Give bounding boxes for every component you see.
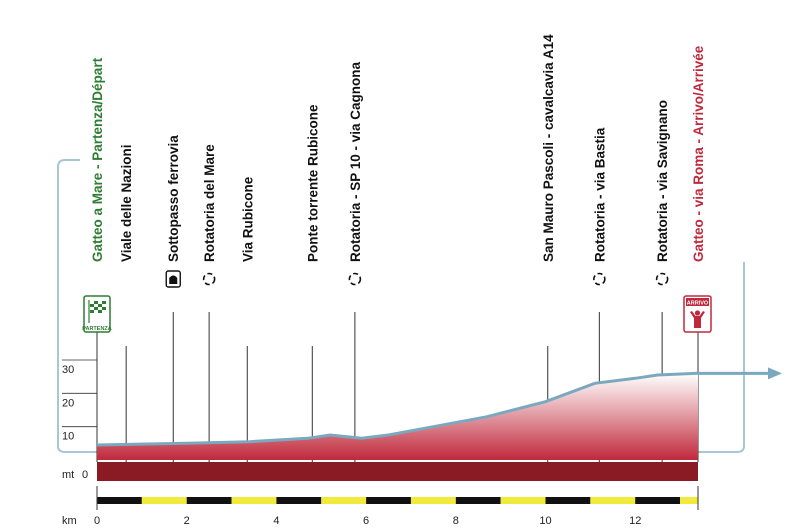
finish-badge-text: ARRIVO — [687, 301, 709, 307]
frame-bracket — [57, 159, 745, 453]
waypoint-label: Rotatoria del Mare — [202, 144, 217, 262]
scale-segment — [97, 497, 142, 504]
x-tick-label: 4 — [273, 515, 279, 527]
y-axis: 0 10 20 30 — [62, 359, 97, 481]
waypoint-label: Rotatoria - SP 10 - via Cagnona — [348, 61, 363, 262]
checkered-flag-icon — [88, 300, 106, 323]
scale-segment — [366, 497, 411, 504]
finish-badge-header — [686, 298, 709, 306]
waypoint-labels: Gatteo a Mare - Partenza/Départ Viale del… — [90, 34, 706, 262]
roundabout-icon — [593, 272, 606, 286]
x-tick-label: 0 — [94, 515, 100, 527]
waypoint-label: Viale delle Nazioni — [119, 144, 134, 262]
start-badge-text: PARTENZA — [82, 326, 112, 332]
base-band — [97, 462, 698, 481]
x-tick-label: 8 — [453, 515, 459, 527]
scale-segment — [231, 497, 277, 504]
scale-segment — [635, 497, 681, 504]
roundabout-icon — [348, 272, 362, 286]
waypoint-label: Via Rubicone — [240, 176, 255, 262]
x-tick-label: 6 — [363, 515, 369, 527]
x-tick-label: 10 — [539, 515, 551, 527]
waypoint-label: Sottopasso ferrovia — [166, 135, 181, 262]
waypoint-icons — [165, 270, 669, 288]
waypoint-label: Ponte torrente Rubicone — [305, 104, 320, 262]
km-scale — [97, 497, 698, 504]
x-tick-label: 12 — [629, 515, 641, 527]
x-unit-label: km — [62, 515, 77, 527]
y-tick-label: 0 — [82, 469, 88, 481]
waypoint-label: Rotatoria - via Bastia — [592, 127, 607, 262]
roundabout-icon — [202, 272, 216, 286]
waypoint-label: Rotatoria - via Savignano — [655, 100, 670, 262]
finish-badge: ARRIVO — [683, 295, 712, 333]
waypoint-label: San Mauro Pascoli - cavalcavia A14 — [541, 34, 556, 262]
y-tick-label: 10 — [62, 431, 74, 443]
waypoint-label: Gatteo a Mare - Partenza/Départ — [90, 57, 105, 262]
waypoint-label: Gatteo - via Roma - Arrivo/Arrivée — [691, 45, 706, 262]
scale-segment — [141, 497, 187, 504]
roundabout-icon — [655, 272, 669, 286]
x-axis: 0 2 4 6 8 10 12 — [94, 486, 699, 527]
start-flag-badge: PARTENZA — [82, 295, 112, 333]
y-unit-label: mt — [62, 469, 74, 481]
y-tick-label: 30 — [62, 364, 74, 376]
scale-segment — [276, 497, 322, 504]
x-tick-label: 2 — [184, 515, 190, 527]
scale-segment — [500, 497, 546, 504]
y-tick-label: 20 — [62, 397, 74, 409]
elevation-line — [96, 371, 699, 447]
scale-segment — [321, 497, 367, 504]
scale-segment — [186, 497, 232, 504]
elevation-area — [97, 373, 698, 460]
direction-arrow-head — [768, 367, 782, 380]
underpass-icon — [165, 270, 181, 288]
scale-segment — [590, 497, 636, 504]
scale-segment — [680, 497, 698, 504]
finish-rider-icon — [690, 310, 705, 328]
scale-segment — [410, 497, 456, 504]
scale-segment — [545, 497, 591, 504]
scale-segment — [455, 497, 501, 504]
